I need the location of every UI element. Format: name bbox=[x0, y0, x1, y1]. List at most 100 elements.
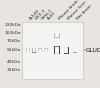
Bar bbox=[39, 49, 41, 52]
Text: MCF-7: MCF-7 bbox=[34, 9, 47, 21]
Bar bbox=[33, 48, 35, 52]
Bar bbox=[26, 48, 30, 52]
Bar bbox=[26, 48, 30, 52]
Bar bbox=[33, 48, 35, 52]
Bar bbox=[33, 48, 35, 52]
Bar bbox=[45, 49, 47, 52]
Text: GLUD2: GLUD2 bbox=[86, 48, 100, 53]
Bar bbox=[33, 48, 35, 52]
Bar bbox=[65, 48, 67, 53]
Bar bbox=[44, 49, 48, 52]
Bar bbox=[44, 48, 48, 52]
Bar bbox=[54, 46, 60, 54]
Bar bbox=[64, 47, 68, 53]
Bar bbox=[44, 48, 48, 52]
Bar bbox=[26, 48, 30, 52]
Bar bbox=[55, 33, 60, 38]
Bar bbox=[55, 47, 59, 53]
Bar bbox=[38, 48, 42, 52]
Bar bbox=[56, 33, 58, 37]
Bar bbox=[55, 46, 59, 54]
Bar bbox=[64, 47, 68, 53]
Bar bbox=[55, 46, 59, 54]
Bar bbox=[64, 48, 68, 53]
Bar bbox=[38, 48, 42, 52]
Bar bbox=[64, 47, 68, 53]
Bar bbox=[55, 33, 59, 37]
Bar bbox=[44, 48, 48, 52]
Bar bbox=[55, 33, 59, 37]
Bar bbox=[64, 47, 68, 53]
Bar bbox=[38, 48, 42, 52]
Bar bbox=[27, 49, 29, 52]
Bar bbox=[64, 47, 68, 53]
Bar bbox=[54, 46, 60, 54]
Bar bbox=[55, 33, 59, 37]
Bar bbox=[73, 48, 77, 52]
Text: Mouse brain: Mouse brain bbox=[57, 0, 79, 21]
Bar bbox=[26, 48, 30, 52]
Bar bbox=[38, 49, 42, 52]
Bar bbox=[27, 48, 29, 52]
Bar bbox=[73, 48, 77, 52]
Bar bbox=[55, 47, 59, 54]
Text: A-43: A-43 bbox=[46, 11, 56, 21]
Text: A-549: A-549 bbox=[28, 9, 40, 21]
Text: 100kDa: 100kDa bbox=[4, 31, 21, 35]
Bar bbox=[38, 48, 42, 52]
Bar bbox=[38, 49, 42, 52]
Bar bbox=[74, 48, 76, 52]
Bar bbox=[32, 48, 36, 53]
Bar bbox=[26, 48, 30, 52]
Text: 70kDa: 70kDa bbox=[7, 39, 21, 43]
Bar bbox=[64, 47, 68, 54]
Bar bbox=[55, 33, 59, 38]
Bar bbox=[55, 46, 59, 54]
Bar bbox=[73, 48, 77, 52]
Bar bbox=[73, 48, 77, 53]
Bar bbox=[32, 48, 36, 53]
Text: Rat brain: Rat brain bbox=[76, 4, 92, 21]
Bar bbox=[64, 47, 68, 54]
Bar bbox=[56, 47, 58, 53]
Text: 40kDa: 40kDa bbox=[7, 60, 21, 65]
Bar bbox=[55, 33, 59, 37]
Bar bbox=[22, 22, 83, 79]
Text: Mouse liver: Mouse liver bbox=[66, 1, 87, 21]
Bar bbox=[45, 49, 47, 52]
Bar bbox=[55, 33, 59, 37]
Bar bbox=[45, 49, 47, 51]
Bar bbox=[44, 48, 48, 52]
Bar bbox=[73, 48, 77, 53]
Bar bbox=[55, 47, 59, 53]
Bar bbox=[55, 33, 59, 37]
Text: SiHa-1: SiHa-1 bbox=[40, 8, 53, 21]
Bar bbox=[44, 49, 48, 52]
Bar bbox=[39, 49, 41, 52]
Bar bbox=[55, 47, 59, 54]
Bar bbox=[55, 33, 59, 37]
Bar bbox=[32, 48, 36, 53]
Bar bbox=[38, 48, 42, 52]
Bar bbox=[32, 48, 36, 53]
Text: 55kDa: 55kDa bbox=[7, 48, 21, 52]
Bar bbox=[64, 47, 68, 53]
Bar bbox=[55, 46, 60, 54]
Bar bbox=[33, 48, 35, 52]
Bar bbox=[26, 48, 30, 52]
Bar bbox=[32, 48, 36, 52]
Bar bbox=[56, 33, 58, 37]
Bar bbox=[27, 48, 29, 52]
Bar bbox=[45, 49, 47, 52]
Bar bbox=[44, 48, 48, 52]
Text: 35kDa: 35kDa bbox=[7, 68, 21, 72]
Bar bbox=[26, 48, 29, 52]
Bar bbox=[39, 49, 41, 52]
Bar bbox=[55, 33, 59, 37]
Bar bbox=[73, 48, 77, 52]
Text: 130kDa: 130kDa bbox=[4, 23, 21, 27]
Bar bbox=[39, 49, 41, 51]
Bar bbox=[27, 49, 29, 52]
Bar bbox=[73, 48, 77, 53]
Bar bbox=[27, 48, 29, 52]
